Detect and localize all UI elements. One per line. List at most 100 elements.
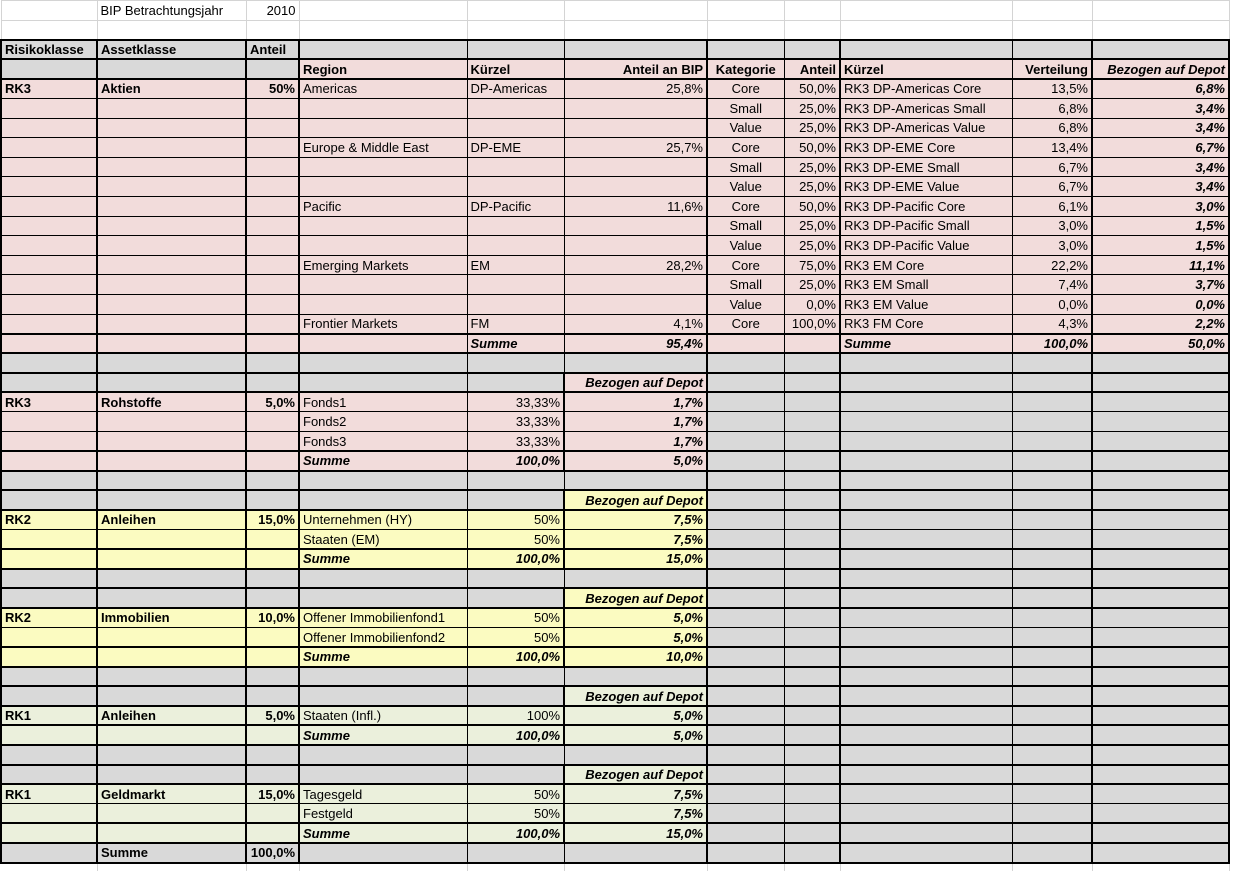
cell-B29[interactable]: [96, 548, 247, 570]
cell-E36[interactable]: [466, 685, 565, 707]
cell-J18[interactable]: 100,0%: [1011, 332, 1093, 355]
cell-K12[interactable]: 1,5%: [1091, 215, 1230, 237]
cell-F41[interactable]: 7,5%: [563, 783, 708, 805]
cell-H6[interactable]: 25,0%: [783, 97, 841, 119]
cell-F26[interactable]: Bezogen auf Depot: [563, 489, 708, 511]
cell-E34[interactable]: 100,0%: [466, 646, 565, 668]
cell-F32[interactable]: 5,0%: [563, 607, 708, 628]
cell-H18[interactable]: [783, 332, 841, 355]
cell-I3[interactable]: [839, 38, 1013, 61]
cell-G34[interactable]: [706, 646, 785, 668]
cell-A19[interactable]: [0, 352, 98, 374]
cell-C40[interactable]: [245, 763, 300, 786]
cell-D23[interactable]: Fonds3: [298, 431, 468, 452]
cell-J20[interactable]: [1011, 371, 1093, 394]
cell-D30[interactable]: [298, 568, 468, 589]
cell-F31[interactable]: Bezogen auf Depot: [563, 587, 708, 609]
cell-K23[interactable]: [1091, 431, 1230, 452]
cell-D9[interactable]: [298, 156, 468, 178]
cell-G14[interactable]: Core: [706, 254, 785, 276]
cell-C9[interactable]: [245, 156, 300, 178]
cell-B13[interactable]: [96, 235, 247, 256]
cell-I23[interactable]: [839, 431, 1013, 452]
cell-F2[interactable]: [563, 19, 708, 41]
cell-C45[interactable]: [246, 862, 300, 871]
cell-G18[interactable]: [706, 332, 785, 355]
cell-K7[interactable]: 3,4%: [1091, 117, 1230, 139]
cell-H26[interactable]: [783, 489, 841, 511]
cell-H21[interactable]: [783, 391, 841, 413]
cell-F7[interactable]: [563, 117, 708, 139]
cell-I6[interactable]: RK3 DP-Americas Small: [839, 97, 1013, 119]
cell-B37[interactable]: Anleihen: [96, 705, 247, 726]
cell-A45[interactable]: [1, 862, 98, 871]
cell-G25[interactable]: [706, 470, 785, 491]
cell-D26[interactable]: [298, 489, 468, 511]
cell-K25[interactable]: [1091, 470, 1230, 491]
cell-J6[interactable]: 6,8%: [1011, 97, 1093, 119]
cell-E37[interactable]: 100%: [466, 705, 565, 726]
cell-B18[interactable]: [96, 332, 247, 355]
cell-C11[interactable]: [245, 195, 300, 217]
cell-F27[interactable]: 7,5%: [563, 509, 708, 531]
cell-I29[interactable]: [839, 548, 1013, 570]
cell-I2[interactable]: [839, 19, 1013, 41]
cell-J36[interactable]: [1011, 685, 1093, 707]
cell-K41[interactable]: [1091, 783, 1230, 805]
cell-G27[interactable]: [706, 509, 785, 531]
cell-K1[interactable]: [1091, 0, 1230, 21]
cell-F42[interactable]: 7,5%: [563, 803, 708, 824]
cell-C3[interactable]: Anteil: [245, 38, 300, 61]
cell-G8[interactable]: Core: [706, 137, 785, 158]
cell-K10[interactable]: 3,4%: [1091, 176, 1230, 197]
cell-D22[interactable]: Fonds2: [298, 411, 468, 433]
cell-K31[interactable]: [1091, 587, 1230, 609]
cell-A25[interactable]: [0, 470, 98, 491]
cell-K26[interactable]: [1091, 489, 1230, 511]
cell-H14[interactable]: 75,0%: [783, 254, 841, 276]
cell-H40[interactable]: [783, 763, 841, 786]
cell-I15[interactable]: RK3 EM Small: [839, 274, 1013, 295]
cell-E44[interactable]: [466, 842, 565, 864]
cell-I4[interactable]: Kürzel: [839, 58, 1013, 80]
cell-J45[interactable]: [1012, 862, 1093, 871]
cell-F30[interactable]: [563, 568, 708, 589]
cell-F34[interactable]: 10,0%: [563, 646, 708, 668]
cell-F17[interactable]: 4,1%: [563, 313, 708, 335]
cell-K35[interactable]: [1091, 666, 1230, 687]
cell-C43[interactable]: [245, 822, 300, 845]
cell-C17[interactable]: [245, 313, 300, 335]
cell-F10[interactable]: [563, 176, 708, 197]
cell-F5[interactable]: 25,8%: [563, 78, 708, 99]
cell-G6[interactable]: Small: [706, 97, 785, 119]
cell-E33[interactable]: 50%: [466, 627, 565, 648]
cell-G21[interactable]: [706, 391, 785, 413]
cell-B35[interactable]: [96, 666, 247, 687]
cell-D17[interactable]: Frontier Markets: [298, 313, 468, 335]
cell-J31[interactable]: [1011, 587, 1093, 609]
cell-C29[interactable]: [245, 548, 300, 570]
cell-J3[interactable]: [1011, 38, 1093, 61]
cell-G35[interactable]: [706, 666, 785, 687]
cell-B2[interactable]: [96, 19, 247, 41]
cell-F20[interactable]: Bezogen auf Depot: [563, 371, 708, 394]
cell-E27[interactable]: 50%: [466, 509, 565, 531]
cell-E21[interactable]: 33,33%: [466, 391, 565, 413]
cell-F28[interactable]: 7,5%: [563, 529, 708, 550]
cell-K22[interactable]: [1091, 411, 1230, 433]
cell-F23[interactable]: 1,7%: [563, 431, 708, 452]
cell-H3[interactable]: [783, 38, 841, 61]
cell-A2[interactable]: [0, 19, 98, 41]
cell-J19[interactable]: [1011, 352, 1093, 374]
cell-E28[interactable]: 50%: [466, 529, 565, 550]
cell-D15[interactable]: [298, 274, 468, 295]
cell-I16[interactable]: RK3 EM Value: [839, 293, 1013, 315]
cell-E7[interactable]: [466, 117, 565, 139]
cell-J28[interactable]: [1011, 529, 1093, 550]
cell-D1[interactable]: [298, 0, 468, 21]
cell-E2[interactable]: [466, 19, 565, 41]
cell-J27[interactable]: [1011, 509, 1093, 531]
cell-D35[interactable]: [298, 666, 468, 687]
cell-G15[interactable]: Small: [706, 274, 785, 295]
cell-G7[interactable]: Value: [706, 117, 785, 139]
